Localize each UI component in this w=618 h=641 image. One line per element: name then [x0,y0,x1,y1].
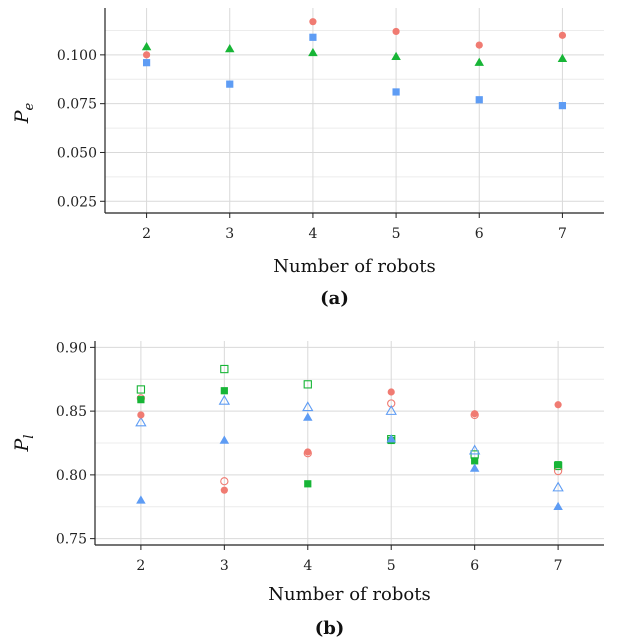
x-axis-label: Number of robots [273,256,435,277]
point-green-triangle [225,44,235,53]
point-blue-square [558,102,567,110]
point-blue-triangle [303,412,313,421]
point-blue-triangle [469,463,480,472]
y-axis-label-sub: e [22,102,37,110]
point-green-square [137,396,145,404]
point-blue-triangle-open [302,401,314,412]
point-blue-triangle [386,434,396,443]
y-tick-label: 0.85 [56,404,87,420]
y-axis-label-sub: l [22,435,37,439]
point-blue-triangle [136,495,146,504]
point-green-square-open [220,364,229,374]
point-blue-triangle-open [385,405,397,415]
point-red-circle [392,27,400,36]
point-green-square [304,480,312,488]
y-axis-label-main: P [11,437,33,452]
point-red-circle [142,51,151,59]
point-red-circle [220,486,228,494]
y-tick-label: 0.90 [56,340,87,356]
y-tick-label: 0.100 [57,48,97,64]
point-red-circle [558,31,567,39]
point-blue-square [142,59,151,67]
point-red-circle [554,401,562,409]
point-green-triangle [557,53,568,63]
x-axis-label: Number of robots [268,584,430,605]
point-red-circle [137,411,145,419]
point-green-triangle [391,51,401,61]
point-blue-triangle [219,435,230,444]
x-tick-label: 5 [392,226,401,242]
point-red-circle [471,410,479,418]
panel-a: 0.025 0.050 0.075 0.100 2 3 4 5 6 7 Number of robo… [11,8,604,309]
point-blue-triangle [553,501,563,510]
point-red-circle [475,41,483,49]
point-blue-triangle-open [218,394,231,405]
y-axis-label: Pl [11,435,37,453]
x-tick-label: 2 [136,558,145,574]
x-tick-label: 7 [554,558,563,574]
point-green-square [471,457,479,465]
panel-caption: (b) [315,618,345,639]
point-blue-square [226,80,234,88]
point-blue-square [392,88,400,96]
point-red-circle [387,388,395,396]
y-tick-label: 0.050 [57,145,97,161]
point-green-triangle [474,57,484,66]
point-green-square-open [136,385,146,394]
y-tick-label: 0.025 [57,194,97,210]
x-tick-label: 2 [142,226,151,242]
point-blue-square [475,96,483,104]
x-tick-label: 6 [470,558,479,574]
x-tick-label: 3 [220,558,229,574]
x-tick-label: 6 [475,226,484,242]
y-tick-label: 0.75 [56,532,87,548]
y-axis-label-main: P [11,109,33,124]
x-tick-label: 3 [225,226,234,242]
point-red-circle-open [220,477,229,486]
y-tick-label: 0.075 [57,97,97,113]
point-blue-square [309,33,317,41]
x-tick-label: 7 [558,226,567,242]
point-green-square [554,461,562,469]
point-red-circle [304,448,312,456]
point-green-square-open [303,380,312,389]
point-blue-triangle-open [552,481,564,492]
point-green-triangle [308,47,318,57]
point-blue-triangle-open [468,444,481,455]
x-tick-label: 4 [308,226,317,242]
y-tick-label: 0.80 [56,468,87,484]
x-tick-label: 4 [303,558,312,574]
point-green-triangle [141,42,152,51]
panel-caption: (a) [320,288,349,309]
point-red-circle [309,18,317,26]
point-blue-triangle-open [135,416,147,427]
x-tick-label: 5 [387,558,396,574]
y-axis-label: Pe [11,102,37,124]
point-green-square [220,387,228,395]
panel-b: 0.75 0.80 0.85 0.90 2 3 4 5 6 7 Number of robots Pl… [11,340,604,639]
